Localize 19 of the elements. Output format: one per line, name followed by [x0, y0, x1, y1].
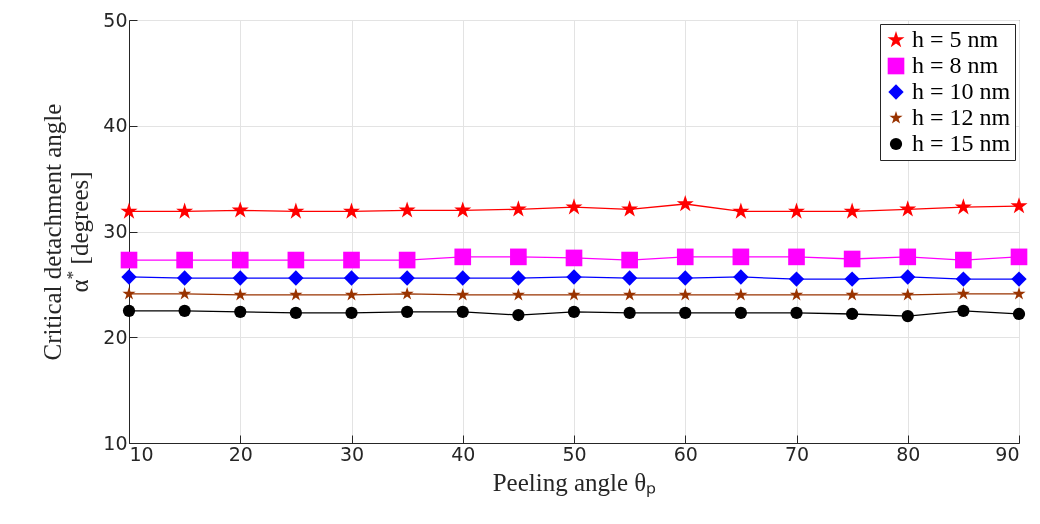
- legend-label: h = 10 nm: [912, 78, 1011, 104]
- x-tick-label: 10: [129, 442, 154, 465]
- y-tick-label: 20: [103, 325, 128, 348]
- legend-label: h = 12 nm: [912, 104, 1011, 130]
- y-tick-label: 30: [103, 220, 128, 242]
- y-tick-label: 40: [103, 114, 128, 137]
- x-axis-title: Peeling angle θₚ: [492, 468, 657, 497]
- x-tick-label: 40: [451, 442, 476, 465]
- x-tick-label: 30: [339, 442, 365, 465]
- x-tick-label: 90: [995, 442, 1020, 465]
- y-tick-label: 50: [103, 8, 128, 31]
- x-tick-label: 50: [562, 442, 587, 465]
- x-tick-label: 70: [784, 442, 810, 465]
- x-tick-label: 80: [896, 442, 921, 465]
- x-tick-label: 60: [673, 442, 698, 465]
- legend-label: h = 5 nm: [912, 26, 999, 52]
- x-tick-label: 20: [228, 442, 253, 465]
- legend-label: h = 15 nm: [912, 130, 1011, 156]
- legend-label: h = 8 nm: [912, 52, 999, 78]
